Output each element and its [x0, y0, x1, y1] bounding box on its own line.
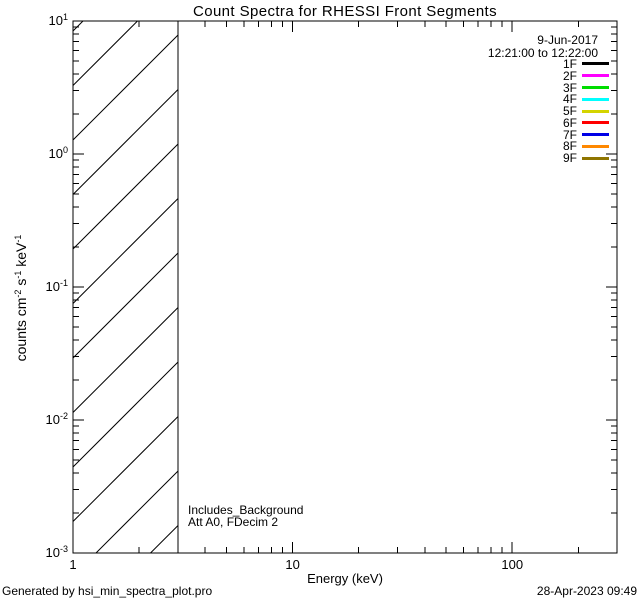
y-tick-label: 10-2 — [45, 411, 68, 427]
footer-timestamp: 28-Apr-2023 09:49 — [536, 584, 637, 598]
legend-color-line — [582, 121, 609, 125]
legend-entry: 3F — [562, 80, 609, 95]
annotation-includes-background: Includes_Background — [188, 503, 304, 517]
y-tick-label: 101 — [48, 12, 68, 28]
legend-color-line — [582, 109, 609, 113]
legend-entry: 4F — [562, 92, 609, 107]
x-tick-label: 1 — [69, 557, 77, 572]
legend-color-line — [582, 85, 609, 89]
legend-label: 7F — [562, 127, 577, 142]
y-tick-label: 100 — [48, 145, 68, 161]
legend-color-line — [582, 144, 609, 148]
legend-entry: 1F — [562, 56, 609, 71]
legend-label: 6F — [562, 115, 577, 130]
y-axis-label: counts cm-2 s-1 keV-1 — [13, 234, 29, 362]
legend-date: 9-Jun-2017 — [537, 33, 598, 47]
footer-generated-by: Generated by hsi_min_spectra_plot.pro — [2, 584, 213, 598]
legend-entry: 5F — [562, 104, 609, 119]
annotation-attenuator-state: Att A0, FDecim 2 — [188, 515, 279, 529]
legend-entries: 1F 2F 3F 4F 5F 6F 7F 8F 9F — [562, 56, 609, 166]
legend-label: 8F — [562, 139, 577, 154]
legend-color-line — [582, 74, 609, 78]
legend-label: 9F — [562, 151, 577, 166]
x-axis-label: Energy (keV) — [307, 571, 383, 586]
legend-color-line — [582, 62, 609, 66]
x-tick-label: 10 — [285, 557, 300, 572]
legend-label: 3F — [562, 80, 577, 95]
y-tick-label: 10-3 — [45, 544, 68, 560]
legend-color-line — [582, 133, 609, 137]
legend-label: 1F — [562, 56, 577, 71]
legend-entry: 2F — [562, 68, 609, 83]
x-tick-label: 100 — [501, 557, 524, 572]
legend-color-line — [582, 97, 609, 101]
legend-label: 5F — [562, 104, 577, 119]
chart-title: Count Spectra for RHESSI Front Segments — [192, 3, 498, 20]
legend-label: 4F — [562, 92, 577, 107]
legend-entry: 7F — [562, 127, 609, 142]
legend-entry: 6F — [562, 115, 609, 130]
y-tick-label: 10-1 — [45, 278, 68, 294]
legend-time-range: 12:21:00 to 12:22:00 — [487, 46, 598, 60]
legend-entry: 9F — [562, 151, 609, 166]
legend-entry: 8F — [562, 139, 609, 154]
legend-color-line — [582, 156, 609, 160]
legend-label: 2F — [562, 68, 577, 83]
